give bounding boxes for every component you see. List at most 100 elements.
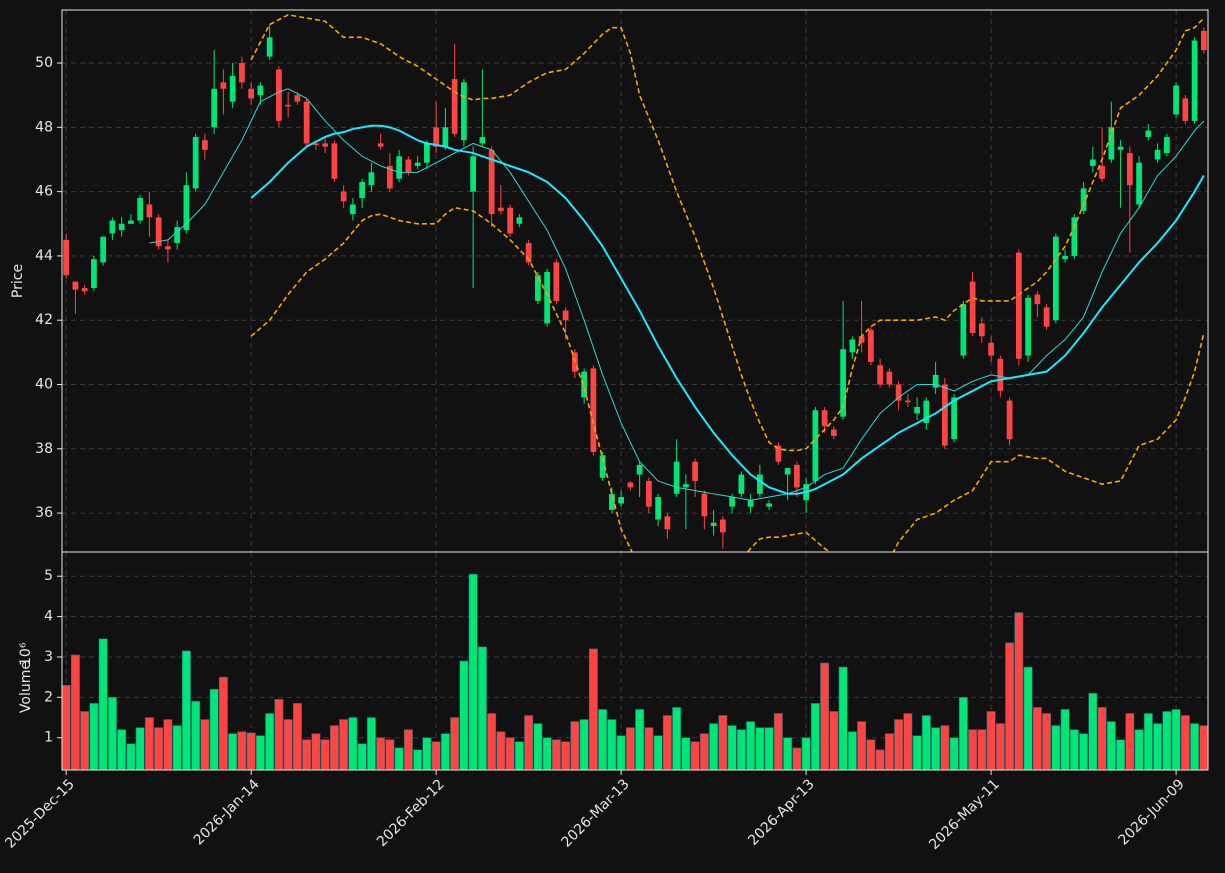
volume-bar	[144, 717, 154, 771]
volume-bar	[505, 737, 515, 771]
volume-bar	[561, 741, 571, 771]
volume-bar	[644, 727, 654, 771]
candle-body	[1062, 255, 1068, 260]
volume-bar	[514, 741, 524, 771]
candle-body	[793, 464, 800, 488]
volume-bar	[894, 719, 904, 771]
volume-bar	[847, 731, 857, 771]
volume-bar	[1153, 723, 1163, 771]
candle-body	[303, 101, 310, 144]
candle-body	[904, 400, 911, 403]
candle-body	[81, 288, 88, 292]
candle-body	[636, 464, 643, 475]
volume-bar	[1106, 721, 1116, 771]
candle-body	[535, 275, 541, 301]
candle-body	[118, 223, 125, 231]
candle-body	[470, 156, 477, 192]
volume-bar	[459, 660, 469, 771]
volume-bar	[181, 650, 191, 771]
candle-body	[1080, 188, 1087, 211]
volume-bar	[820, 662, 830, 771]
volume-bar	[884, 733, 894, 771]
candle-body	[488, 149, 495, 215]
candle-body	[1200, 30, 1207, 51]
candle-body	[109, 220, 116, 234]
candle-body	[1145, 130, 1152, 137]
candle-body	[562, 310, 569, 321]
y-axis-label: Price	[10, 264, 26, 298]
candle-body	[1117, 146, 1124, 150]
candle-body	[710, 522, 717, 526]
volume-bar	[1143, 713, 1153, 771]
candle-body	[1043, 307, 1050, 327]
candle-body	[960, 304, 967, 356]
volume-bar	[218, 676, 228, 771]
candle-body	[1191, 40, 1198, 121]
volume-bar	[117, 729, 127, 771]
volume-bar	[1060, 709, 1070, 771]
candle-body	[1025, 297, 1031, 356]
candle-body	[202, 140, 208, 150]
candle-body	[276, 69, 282, 121]
candle-body	[969, 281, 976, 334]
candle-body	[646, 480, 652, 507]
volume-bar	[718, 715, 728, 771]
candle-body	[525, 243, 532, 263]
candle-body	[72, 281, 79, 290]
candle-body	[701, 493, 708, 517]
candle-body	[544, 271, 550, 324]
candle-body	[553, 262, 560, 301]
candle-body	[1052, 236, 1059, 321]
volume-tick-label: 3	[44, 649, 53, 665]
candle-body	[821, 410, 828, 427]
candle-body	[405, 159, 412, 173]
volume-bar	[533, 723, 543, 771]
volume-bar	[1180, 715, 1190, 771]
volume-bar	[1005, 642, 1015, 771]
candle-body	[664, 516, 671, 530]
volume-bar	[1069, 729, 1079, 771]
candle-body	[1126, 153, 1133, 186]
y-tick-label: 46	[35, 184, 53, 200]
volume-bar	[792, 747, 802, 771]
candle-body	[895, 384, 902, 401]
volume-bar	[1116, 739, 1126, 771]
volume-bar	[80, 711, 90, 771]
volume-bar	[1051, 725, 1061, 771]
candle-body	[479, 136, 486, 144]
volume-bar	[348, 717, 358, 771]
volume-bar	[1079, 733, 1089, 771]
candle-body	[683, 484, 689, 488]
volume-bar	[977, 729, 987, 771]
candle-body	[1015, 252, 1022, 359]
volume-bar	[570, 721, 580, 771]
volume-tick-label: 5	[44, 568, 53, 584]
candle-body	[858, 336, 865, 343]
volume-bar	[496, 731, 506, 771]
volume-bar	[135, 727, 145, 771]
volume-bar	[385, 739, 395, 771]
indicator-line	[250, 124, 1205, 495]
candle-body	[978, 323, 985, 337]
candle-body	[1173, 85, 1179, 115]
candle-body	[1006, 400, 1013, 440]
candle-body	[618, 497, 624, 504]
candle-body	[840, 349, 846, 417]
volume-bar	[866, 739, 876, 771]
candle-body	[951, 397, 957, 440]
candle-body	[581, 371, 587, 398]
volume-bar	[653, 735, 663, 771]
candle-body	[932, 374, 939, 388]
volume-bar	[255, 735, 265, 771]
volume-bar	[98, 638, 108, 771]
candle-body	[211, 88, 218, 128]
candle-body	[128, 220, 134, 224]
volume-bar	[440, 733, 450, 771]
volume-bar	[431, 741, 441, 771]
volume-bar	[274, 699, 284, 771]
volume-bar	[320, 739, 330, 771]
volume-bar	[875, 749, 885, 771]
y-tick-label: 40	[35, 377, 53, 393]
volume-bar	[487, 713, 497, 771]
volume-bar	[709, 723, 719, 771]
